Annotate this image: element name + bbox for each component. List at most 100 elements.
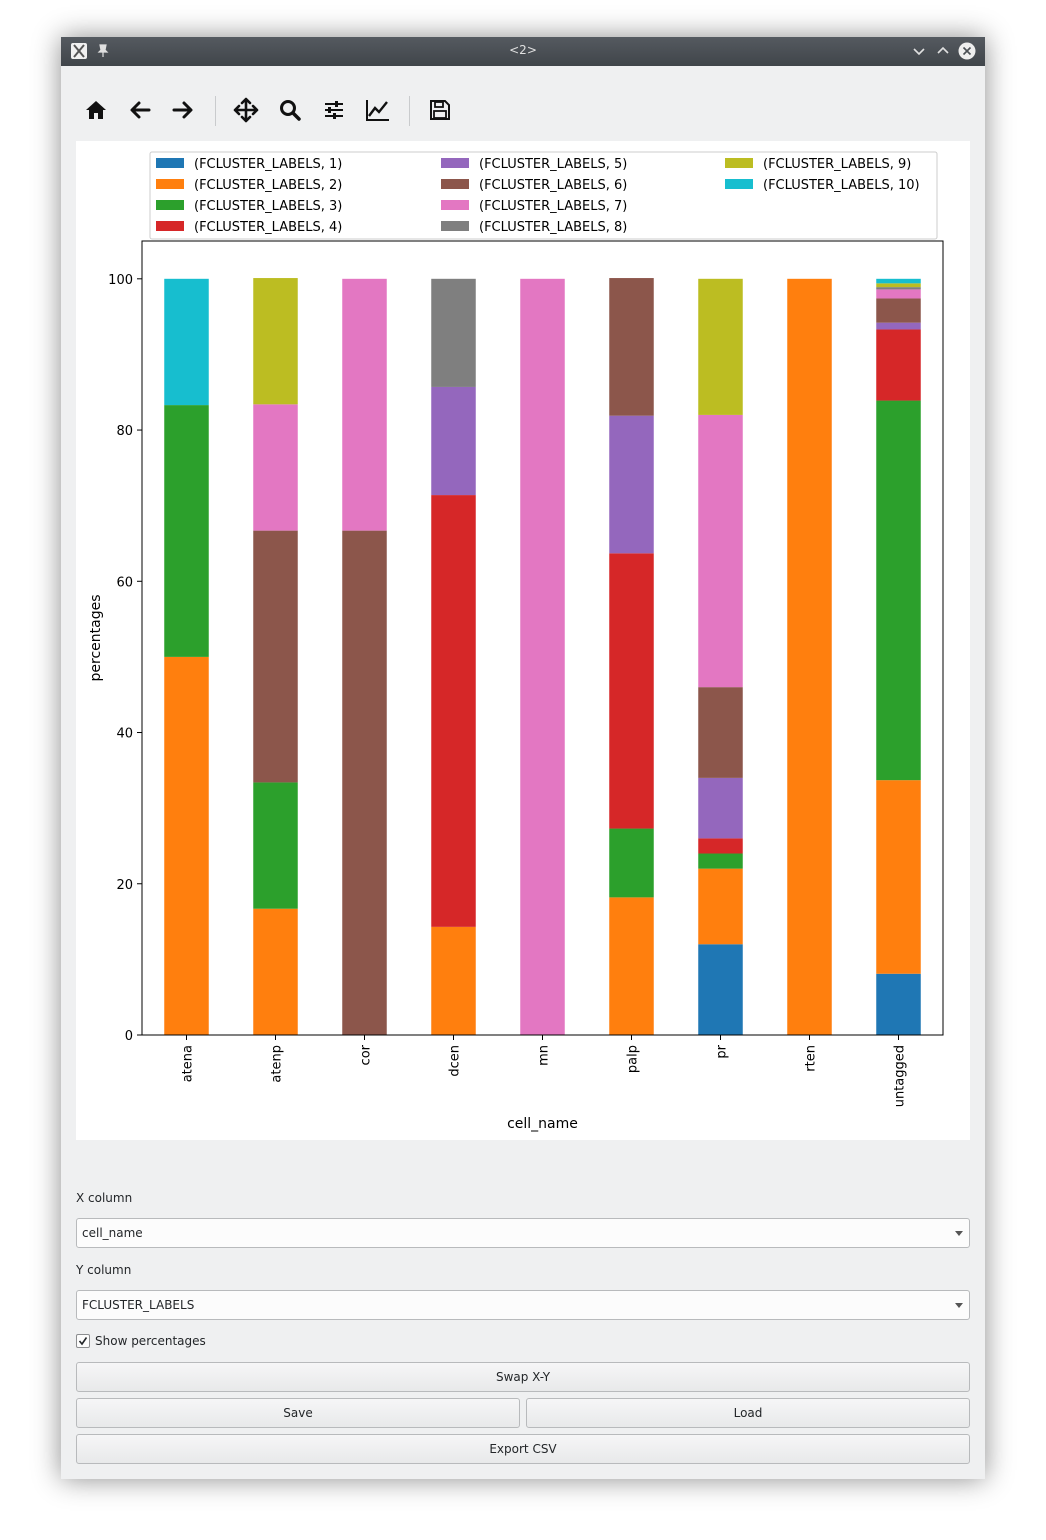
chevron-down-icon bbox=[955, 1231, 963, 1236]
stacked-bar-chart: 0 20 40 60 80 100 atena atenp cor dcen mn palp pr rte… bbox=[88, 151, 944, 1132]
save-button[interactable]: Save bbox=[76, 1398, 520, 1428]
legend-entry: (FCLUSTER_LABELS, 3) bbox=[194, 199, 342, 214]
legend-swatch bbox=[441, 179, 469, 189]
bar-segment bbox=[876, 278, 921, 284]
x-tick-label: untagged bbox=[893, 1045, 908, 1107]
x-tick-label: cor bbox=[359, 1044, 374, 1065]
bar-segment bbox=[253, 908, 298, 1035]
edit-axis-icon[interactable] bbox=[360, 92, 396, 128]
pin-icon[interactable] bbox=[95, 42, 111, 60]
legend-entry: (FCLUSTER_LABELS, 10) bbox=[763, 178, 920, 193]
bar-segment bbox=[787, 278, 832, 1035]
back-arrow-icon[interactable] bbox=[122, 92, 158, 128]
bar-segment bbox=[164, 278, 209, 406]
show-percentages-label: Show percentages bbox=[95, 1334, 206, 1348]
bar-segment bbox=[876, 329, 921, 401]
bar-segment bbox=[253, 278, 298, 405]
bar-segment bbox=[609, 553, 654, 829]
load-button[interactable]: Load bbox=[526, 1398, 970, 1428]
toolbar-separator bbox=[409, 96, 410, 126]
zoom-icon[interactable] bbox=[272, 92, 308, 128]
legend-entry: (FCLUSTER_LABELS, 5) bbox=[479, 157, 627, 172]
show-percentages-checkbox[interactable] bbox=[76, 1334, 90, 1348]
bar-segment bbox=[876, 287, 921, 290]
legend-swatch bbox=[725, 179, 753, 189]
chevron-down-icon bbox=[955, 1303, 963, 1308]
bar-segment bbox=[609, 897, 654, 1035]
x-axis-label: cell_name bbox=[507, 1116, 578, 1132]
legend-entry: (FCLUSTER_LABELS, 1) bbox=[194, 157, 342, 172]
figure-canvas[interactable]: 0 20 40 60 80 100 atena atenp cor dcen mn palp pr rte… bbox=[76, 141, 970, 1140]
y-column-value: FCLUSTER_LABELS bbox=[82, 1298, 195, 1312]
bar-segment bbox=[698, 838, 743, 854]
bar-segment bbox=[431, 278, 476, 387]
maximize-icon[interactable] bbox=[935, 43, 951, 59]
legend-entry: (FCLUSTER_LABELS, 7) bbox=[479, 199, 627, 214]
bar-segment bbox=[876, 283, 921, 288]
x-column-select[interactable]: cell_name bbox=[76, 1218, 970, 1248]
legend-entry: (FCLUSTER_LABELS, 2) bbox=[194, 178, 342, 193]
export-csv-button[interactable]: Export CSV bbox=[76, 1434, 970, 1464]
bar-segment bbox=[698, 278, 743, 415]
bar-segment bbox=[609, 828, 654, 898]
bar-segment bbox=[164, 405, 209, 657]
legend-swatch bbox=[441, 200, 469, 210]
forward-arrow-icon[interactable] bbox=[165, 92, 201, 128]
bar-segment bbox=[431, 926, 476, 1035]
home-icon[interactable] bbox=[78, 92, 114, 128]
legend-swatch bbox=[725, 158, 753, 168]
x-tick-label: dcen bbox=[448, 1045, 463, 1077]
bar-segment bbox=[876, 298, 921, 323]
bar-segment bbox=[698, 853, 743, 869]
legend-entry: (FCLUSTER_LABELS, 6) bbox=[479, 178, 627, 193]
title-bar[interactable]: <2> bbox=[61, 37, 985, 66]
bar-segment bbox=[698, 777, 743, 839]
configure-subplots-icon[interactable] bbox=[316, 92, 352, 128]
close-icon[interactable] bbox=[958, 42, 976, 60]
bar-segment bbox=[698, 868, 743, 945]
legend-entry: (FCLUSTER_LABELS, 8) bbox=[479, 220, 627, 235]
bar-segment bbox=[876, 780, 921, 974]
legend-box bbox=[149, 151, 938, 240]
x-tick-label: rten bbox=[804, 1045, 819, 1072]
y-tick-label: 40 bbox=[116, 727, 133, 742]
save-figure-icon[interactable] bbox=[422, 92, 458, 128]
bar-segment bbox=[609, 278, 654, 416]
y-tick-label: 60 bbox=[116, 575, 133, 590]
bar-segment bbox=[342, 530, 387, 1035]
bar-segment bbox=[253, 530, 298, 783]
legend-swatch bbox=[156, 221, 184, 231]
app-icon bbox=[71, 43, 87, 59]
y-tick-label: 100 bbox=[108, 273, 133, 288]
bar-segment bbox=[876, 289, 921, 299]
x-tick-label: atena bbox=[181, 1045, 196, 1082]
x-tick-label: atenp bbox=[270, 1045, 285, 1083]
swap-xy-button[interactable]: Swap X-Y bbox=[76, 1362, 970, 1392]
y-axis-label: percentages bbox=[88, 595, 104, 682]
bar-segment bbox=[609, 415, 654, 554]
x-column-label: X column bbox=[76, 1191, 133, 1205]
legend-entry: (FCLUSTER_LABELS, 4) bbox=[194, 220, 342, 235]
y-column-label: Y column bbox=[76, 1263, 132, 1277]
minimize-icon[interactable] bbox=[911, 43, 927, 59]
legend-swatch bbox=[441, 158, 469, 168]
window-title: <2> bbox=[509, 43, 537, 57]
bar-segment bbox=[698, 944, 743, 1035]
bar-segment bbox=[876, 973, 921, 1035]
bar-segment bbox=[520, 278, 565, 1035]
application-window: <2> bbox=[61, 37, 985, 1479]
y-tick-label: 80 bbox=[116, 424, 133, 439]
bar-segment bbox=[431, 495, 476, 927]
y-tick-label: 20 bbox=[116, 878, 133, 893]
toolbar-separator bbox=[215, 96, 216, 126]
legend-swatch bbox=[441, 221, 469, 231]
bar-segment bbox=[342, 278, 387, 531]
x-tick-label: palp bbox=[626, 1045, 641, 1073]
legend-entry: (FCLUSTER_LABELS, 9) bbox=[763, 157, 911, 172]
bar-segment bbox=[876, 322, 921, 330]
bar-segment bbox=[253, 404, 298, 531]
pan-icon[interactable] bbox=[228, 92, 264, 128]
y-column-select[interactable]: FCLUSTER_LABELS bbox=[76, 1290, 970, 1320]
bar-segment bbox=[253, 782, 298, 909]
x-tick-label: pr bbox=[715, 1044, 730, 1058]
